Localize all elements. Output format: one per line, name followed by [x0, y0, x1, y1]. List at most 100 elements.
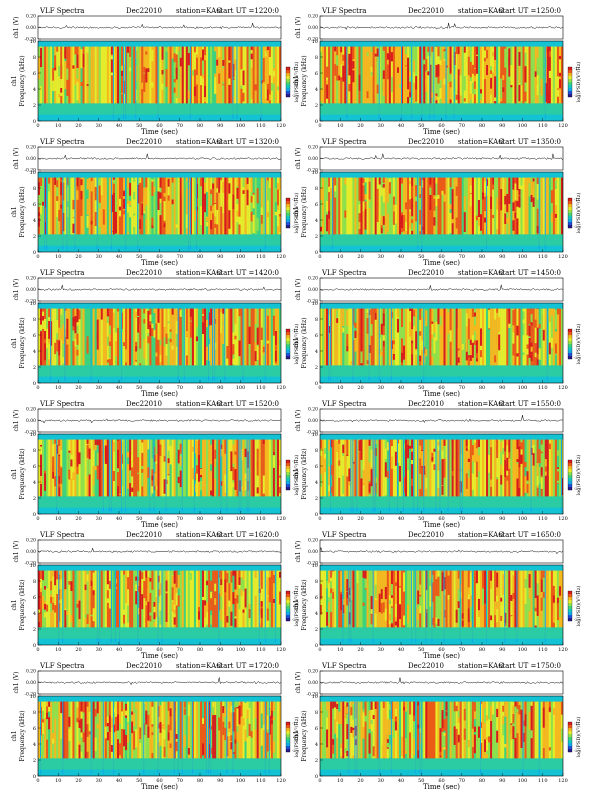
waveform-trace: [37, 418, 282, 424]
spectrogram-burst: [232, 482, 235, 488]
spectrogram-burst: [159, 732, 162, 747]
spectrogram-burst: [222, 330, 225, 344]
spectrogram-burst: [364, 194, 367, 200]
spectrogram-burst: [220, 444, 223, 449]
spectrogram-burst: [149, 578, 152, 582]
spectrogram-burst: [82, 474, 85, 487]
spectrogram-column: [471, 439, 475, 497]
spectrogram-burst: [475, 215, 479, 221]
spectrogram-burst: [145, 570, 148, 578]
y-tick-label: 2: [33, 103, 36, 109]
spectrogram-burst: [502, 715, 505, 726]
spectrogram-burst: [125, 585, 128, 604]
spectrogram-column: [125, 439, 128, 497]
spectrogram-column: [554, 177, 558, 235]
spectrogram-column: [394, 308, 398, 366]
spectrogram-column: [492, 701, 495, 759]
spectrogram-burst: [272, 70, 276, 77]
spectrogram-burst: [204, 586, 207, 599]
spectrogram-burst: [540, 570, 543, 581]
x-axis-label: Time (sec): [423, 259, 460, 267]
spectrogram-burst: [141, 579, 144, 595]
spectrogram-column: [240, 177, 243, 235]
spectrogram-burst: [396, 318, 400, 333]
spectrogram-burst: [346, 724, 349, 740]
spectrogram-burst: [268, 177, 272, 189]
spectrogram-burst: [498, 334, 501, 351]
spectrogram-burst: [135, 591, 138, 605]
y-tick-label: 8: [33, 55, 36, 61]
spectrogram-column: [433, 701, 436, 759]
spectrogram-column: [334, 177, 337, 235]
x-tick-label: 10: [55, 778, 61, 784]
spectrogram-burst: [121, 711, 124, 729]
spectrogram-column: [70, 308, 73, 366]
spectrogram-column: [384, 46, 387, 104]
spectrogram-burst: [262, 346, 265, 353]
spectrogram-gap: [378, 308, 380, 381]
spectrogram-burst: [42, 595, 45, 609]
spectrogram-burst: [173, 53, 176, 63]
spectrogram-column: [206, 570, 209, 628]
spectrogram-burst: [388, 600, 392, 604]
spectrogram-burst: [512, 207, 515, 221]
y-tick-label: 4: [33, 480, 36, 486]
spectrogram-burst: [250, 731, 253, 738]
spectrogram-burst: [544, 50, 547, 58]
spectrogram-column: [532, 46, 535, 104]
spectrogram-burst: [191, 446, 195, 452]
spectrogram-column: [179, 177, 182, 235]
spectrogram-burst: [137, 184, 140, 204]
spectrogram-burst: [137, 205, 140, 220]
spectrogram-gap: [98, 570, 100, 643]
panel-title: VLF Spectra: [321, 138, 366, 146]
waveform-tick-label: -0.20: [306, 299, 318, 305]
spectrogram-column: [264, 570, 267, 628]
colorbar-swatch: [286, 79, 290, 83]
x-tick-label: 90: [499, 516, 505, 522]
colorbar-swatch: [286, 725, 290, 729]
spectrogram-burst: [127, 187, 130, 201]
spectrogram-burst: [372, 746, 375, 757]
spectrogram-burst: [246, 471, 249, 482]
spectrogram-burst: [439, 728, 442, 744]
spectrogram-burst: [256, 487, 259, 494]
spectrogram-burst: [506, 471, 509, 481]
waveform-axis-label: ch1 (V): [295, 410, 302, 432]
spectrogram-burst: [86, 219, 89, 228]
spectrogram-gap: [264, 570, 266, 643]
spectrogram-column: [330, 308, 333, 366]
spectrogram-burst: [234, 589, 237, 599]
spectrogram-burst: [362, 201, 365, 212]
spectrogram-burst: [78, 740, 81, 745]
spectrogram-burst: [125, 734, 128, 750]
colorbar-swatch: [568, 344, 572, 348]
spectrogram-burst: [236, 598, 239, 604]
spectrogram-burst: [238, 216, 241, 225]
spectrogram-burst: [435, 579, 438, 596]
spectrogram-burst: [453, 701, 456, 712]
spectrogram-burst: [274, 350, 278, 362]
spectrogram-burst: [330, 486, 333, 494]
spectrogram-column: [248, 570, 251, 628]
x-tick-label: 120: [276, 123, 286, 129]
spectrogram-burst: [121, 76, 124, 93]
spectrogram-burst: [173, 87, 176, 93]
spectrogram-column: [330, 177, 333, 235]
spectrogram-column: [522, 570, 525, 628]
spectrogram-burst: [326, 200, 329, 212]
spectrogram-column: [508, 308, 511, 366]
x-tick-label: 80: [479, 647, 485, 653]
spectrogram-burst: [392, 737, 396, 749]
spectrogram-burst: [522, 311, 525, 320]
spectrogram-burst: [78, 728, 81, 741]
x-tick-label: 110: [538, 123, 548, 129]
spectrogram-burst: [484, 570, 487, 587]
spectrogram-column: [278, 177, 281, 235]
spectrogram-column: [423, 701, 426, 759]
spectrogram-burst: [60, 84, 63, 91]
spectrogram-column: [108, 439, 112, 497]
spectrogram-burst: [506, 193, 509, 213]
spectrogram-burst: [398, 52, 402, 73]
colorbar-swatch: [286, 615, 290, 619]
